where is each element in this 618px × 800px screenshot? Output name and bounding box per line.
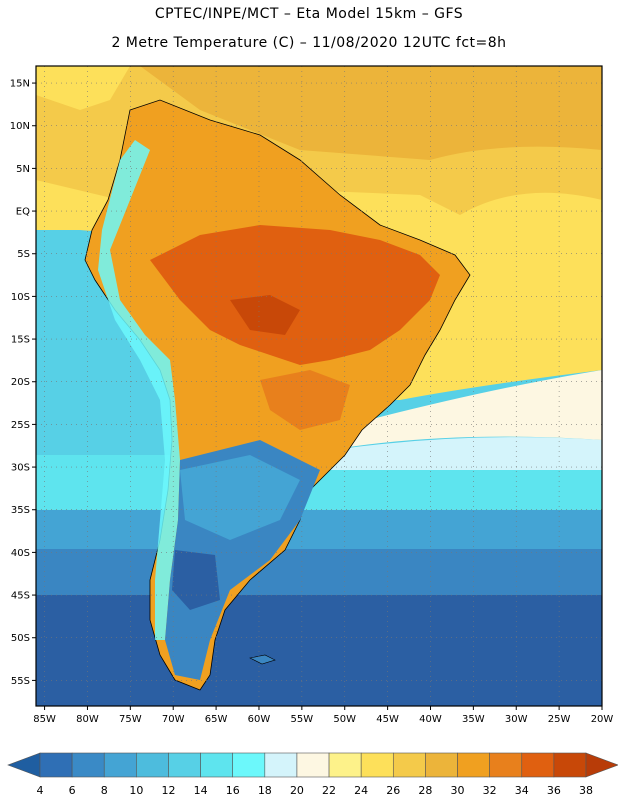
- andes-cold-strip: [98, 140, 180, 640]
- lon-tick-label: 50W: [333, 714, 356, 725]
- lon-tick-label: 60W: [248, 714, 271, 725]
- lon-tick-label: 65W: [205, 714, 228, 725]
- colorbar-label: 6: [69, 784, 76, 797]
- colorbar-label: 12: [161, 784, 175, 797]
- lon-tick-label: 35W: [462, 714, 485, 725]
- lat-tick-label: 25S: [11, 420, 30, 431]
- colorbar-label: 18: [258, 784, 272, 797]
- field-band-south: [36, 545, 602, 595]
- lat-tick-label: 45S: [11, 591, 30, 602]
- continent-south-america: [84, 99, 471, 691]
- falkland-islands: [249, 654, 276, 665]
- colorbar-swatch: [71, 752, 105, 778]
- lat-tick-label: 30S: [11, 463, 30, 474]
- colorbar-label: 32: [483, 784, 497, 797]
- lat-tick-label: 40S: [11, 548, 30, 559]
- colorbar-label: 28: [418, 784, 432, 797]
- hot-interior-region: [150, 225, 440, 365]
- lon-tick-label: 30W: [505, 714, 528, 725]
- colorbar-swatch: [39, 752, 73, 778]
- lat-tick-label: 50S: [11, 633, 30, 644]
- field-band-caribbean: [140, 66, 602, 160]
- colorbar-swatch: [425, 752, 458, 778]
- colorbar-label: 20: [290, 784, 304, 797]
- lon-tick-label: 70W: [162, 714, 185, 725]
- colorbar-label: 24: [354, 784, 368, 797]
- lon-tick-label: 55W: [291, 714, 314, 725]
- warm-south-interior: [260, 370, 350, 430]
- map-frame: [35, 65, 603, 707]
- field-band-cold-south: [36, 590, 602, 706]
- colorbar-swatch: [264, 752, 298, 778]
- colorbar-swatch: [521, 752, 555, 778]
- colorbar-label: 8: [101, 784, 108, 797]
- lat-tick-label: 35S: [11, 505, 30, 516]
- colorbar-label: 30: [451, 784, 465, 797]
- latitude-axis: 15N 10N 5N EQ 5S 10S 15S 20S 25S 30S 35S 40S 45S 50S 5…: [10, 79, 36, 687]
- colorbar-swatch: [200, 752, 234, 778]
- colorbar-swatch: [489, 752, 523, 778]
- lat-tick-label: 10N: [10, 121, 30, 132]
- colorbar-label: 38: [579, 784, 593, 797]
- colorbar-label: 14: [194, 784, 208, 797]
- colorbar-label: 10: [129, 784, 143, 797]
- colorbar-underflow-triangle: [7, 752, 41, 778]
- field-band-south-mid: [36, 505, 602, 549]
- colorbar-swatch: [328, 752, 362, 778]
- lat-tick-label: 55S: [11, 676, 30, 687]
- lat-tick-label: 10S: [11, 292, 30, 303]
- colorbar-label: 34: [515, 784, 529, 797]
- lat-tick-label: EQ: [16, 207, 30, 218]
- colorbar-label: 16: [226, 784, 240, 797]
- colorbar-swatch: [232, 752, 266, 778]
- lon-tick-label: 45W: [376, 714, 399, 725]
- colorbar-label: 4: [37, 784, 44, 797]
- lon-tick-label: 40W: [419, 714, 442, 725]
- colorbar-swatch: [103, 752, 137, 778]
- longitude-axis: 85W 80W 75W 70W 65W 60W 55W 50W 45W 40W 35W 30W 25W 2…: [33, 706, 613, 725]
- colorbar-swatch: [553, 752, 587, 778]
- lon-tick-label: 85W: [33, 714, 56, 725]
- colorbar-label: 36: [547, 784, 561, 797]
- patagonia-cold: [172, 550, 220, 610]
- field-band-pacific-north: [36, 66, 130, 110]
- lat-tick-label: 15N: [10, 79, 30, 90]
- colorbar-label: 22: [322, 784, 336, 797]
- lon-tick-label: 25W: [548, 714, 571, 725]
- lat-tick-label: 20S: [11, 377, 30, 388]
- field-band-warm-ocean: [330, 370, 602, 450]
- pampas-region: [180, 455, 300, 540]
- colorbar: 4 6 8 10 12 14 16 18 20 22 24 26 28 30 32 34 36 38: [7, 752, 618, 797]
- colorbar-overflow-triangle: [585, 752, 618, 778]
- map-subtitle: 2 Metre Temperature (C) – 11/08/2020 12U…: [111, 35, 507, 51]
- colorbar-swatch: [392, 752, 426, 778]
- colorbar-swatch: [457, 752, 490, 778]
- lat-tick-label: 5S: [17, 249, 30, 260]
- colorbar-swatch: [360, 752, 394, 778]
- field-band-mild: [300, 437, 602, 470]
- lon-tick-label: 20W: [591, 714, 614, 725]
- colorbar-swatch: [168, 752, 201, 778]
- map-title: CPTEC/INPE/MCT – Eta Model 15km – GFS: [154, 6, 464, 22]
- lon-tick-label: 80W: [76, 714, 99, 725]
- colorbar-swatch: [296, 752, 330, 778]
- lat-tick-label: 15S: [11, 335, 30, 346]
- colorbar-swatch: [136, 752, 169, 778]
- colorbar-label: 26: [386, 784, 400, 797]
- lon-tick-label: 75W: [119, 714, 142, 725]
- lat-tick-label: 5N: [16, 164, 30, 175]
- hottest-core-region: [230, 295, 300, 335]
